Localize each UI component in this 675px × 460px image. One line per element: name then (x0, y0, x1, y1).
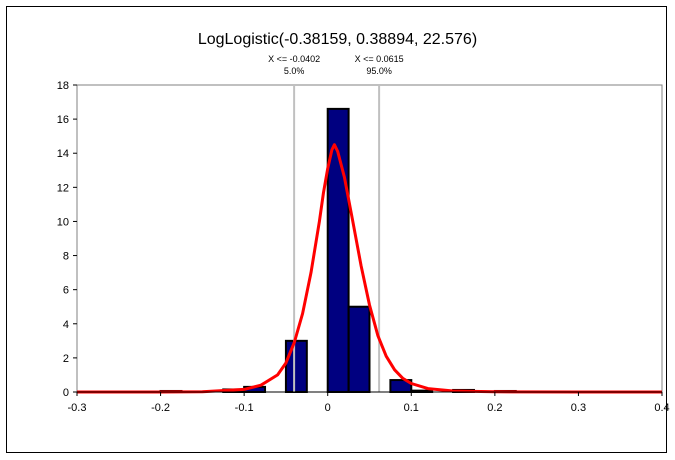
x-tick-label: 0.1 (404, 402, 419, 414)
histogram-bar (347, 305, 371, 394)
percentile-marker-label: X <= 0.0615 (355, 54, 404, 64)
x-tick-label: -0.2 (151, 402, 170, 414)
y-tick-label: 0 (63, 387, 69, 399)
chart-title: LogLogistic(-0.38159, 0.38894, 22.576) (197, 31, 478, 48)
x-tick-label: -0.3 (68, 402, 87, 414)
y-tick-label: 8 (63, 251, 69, 263)
x-tick-label: 0.4 (654, 402, 669, 414)
y-tick-label: 2 (63, 353, 69, 365)
y-tick-label: 18 (57, 80, 69, 92)
y-tick-label: 12 (57, 182, 69, 194)
percentile-marker-percent: 5.0% (284, 66, 305, 76)
x-tick-label: -0.1 (235, 402, 254, 414)
y-tick-label: 10 (57, 216, 69, 228)
histogram-bar (284, 339, 308, 394)
y-tick-label: 16 (57, 114, 69, 126)
y-tick-label: 14 (57, 148, 69, 160)
x-tick-label: 0.2 (487, 402, 502, 414)
percentile-marker-percent: 95.0% (366, 66, 392, 76)
distribution-curve (77, 143, 662, 394)
y-tick-label: 4 (63, 319, 69, 331)
y-tick-label: 6 (63, 285, 69, 297)
percentile-marker-label: X <= -0.0402 (268, 54, 320, 64)
x-tick-label: 0 (325, 402, 331, 414)
x-tick-label: 0.3 (571, 402, 586, 414)
